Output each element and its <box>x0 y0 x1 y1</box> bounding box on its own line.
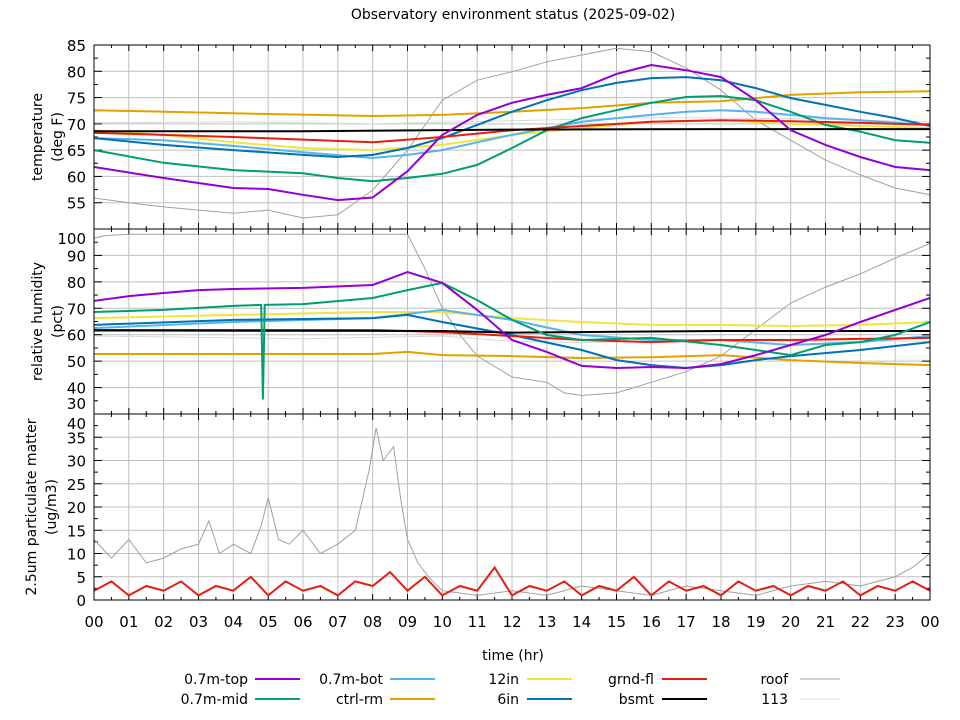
x-tick-label: 20 <box>781 613 800 631</box>
x-tick-label: 23 <box>886 613 905 631</box>
series-line-roof <box>94 233 930 397</box>
y-tick-label: 10 <box>67 546 86 564</box>
legend-label: 113 <box>761 692 788 708</box>
y-tick-label: 40 <box>67 380 86 398</box>
x-tick-label: 02 <box>154 613 173 631</box>
series-line-bsmt <box>94 329 930 334</box>
series-line-6in <box>94 313 930 370</box>
series-line-roof <box>94 427 930 596</box>
y-tick-label: 35 <box>67 429 86 447</box>
y-axis-label-line: (pct) <box>50 305 66 338</box>
legend-label: 0.7m-top <box>184 672 248 688</box>
x-tick-label: 08 <box>363 613 382 631</box>
series-line-0.7m-top <box>94 271 930 370</box>
x-tick-label: 21 <box>816 613 835 631</box>
y-tick-label: 70 <box>67 116 86 134</box>
x-tick-label: 15 <box>607 613 626 631</box>
series-line-6in <box>94 76 930 159</box>
x-tick-label: 05 <box>259 613 278 631</box>
x-tick-label: 18 <box>711 613 730 631</box>
y-tick-label: 80 <box>67 63 86 81</box>
chart-title: Observatory environment status (2025-09-… <box>351 7 675 23</box>
series-line-0.7m-mid <box>94 281 930 400</box>
x-tick-label: 19 <box>746 613 765 631</box>
x-tick-label: 14 <box>572 613 591 631</box>
x-tick-label: 22 <box>851 613 870 631</box>
legend: 0.7m-top 0.7m-mid 0.7m-bot ctrl-rm 12in 6in gr… <box>181 672 840 708</box>
panel-0: 55 60 65 70 75 80 85 temperature (deg F) <box>30 37 931 230</box>
x-tick-label: 13 <box>537 613 556 631</box>
y-axis-label: relative humidity (pct) <box>30 262 66 381</box>
legend-label: ctrl-rm <box>336 692 383 708</box>
y-tick-label: 50 <box>67 353 86 371</box>
series-line-113 <box>94 116 930 125</box>
series-line-ctrl-rm <box>94 350 930 367</box>
y-tick-label: 70 <box>67 300 86 318</box>
y-tick-label: 25 <box>67 476 86 494</box>
x-tick-label: 10 <box>433 613 452 631</box>
x-axis-label: time (hr) <box>482 648 544 664</box>
y-axis-label: temperature (deg F) <box>30 93 66 181</box>
series-line-0.7m-bot <box>94 109 930 160</box>
series-line-12in <box>94 311 930 328</box>
y-tick-label: 15 <box>67 522 86 540</box>
y-tick-label: 40 <box>67 415 86 433</box>
x-tick-label: 01 <box>119 613 138 631</box>
y-tick-label: 60 <box>67 168 86 186</box>
y-tick-label: 55 <box>67 195 86 213</box>
legend-label: 0.7m-mid <box>181 692 248 708</box>
plot-frame <box>93 413 931 601</box>
y-axis-label-line: 2.5um particulate matter <box>24 418 40 595</box>
legend-label: roof <box>760 672 789 688</box>
series-line-grnd-fl <box>94 119 930 144</box>
x-tick-label: 04 <box>224 613 243 631</box>
y-axis-label-line: temperature <box>30 93 46 181</box>
y-tick-label: 60 <box>67 327 86 345</box>
y-tick-label: 0 <box>76 592 86 610</box>
x-tick-label: 00 <box>84 613 103 631</box>
y-axis-label-line: (deg F) <box>50 112 66 162</box>
x-tick-label: 09 <box>398 613 417 631</box>
y-tick-label: 20 <box>67 499 86 517</box>
x-tick-labels: 00 01 02 03 04 05 06 07 08 09 10 11 12 13 14 15 16 17 18 19… <box>84 613 939 631</box>
y-axis-label: 2.5um particulate matter (ug/m3) <box>24 418 60 595</box>
y-tick-label: 65 <box>67 142 86 160</box>
x-tick-label: 03 <box>189 613 208 631</box>
x-tick-label: 06 <box>293 613 312 631</box>
x-tick-label: 11 <box>468 613 487 631</box>
y-tick-label: 90 <box>67 247 86 265</box>
legend-label: grnd-fl <box>608 672 654 688</box>
y-tick-label: 80 <box>67 274 86 292</box>
x-tick-label: 17 <box>677 613 696 631</box>
legend-label: 12in <box>488 672 519 688</box>
y-tick-label: 85 <box>67 37 86 55</box>
y-tick-label: 100 <box>57 230 86 248</box>
y-axis-label-line: relative humidity <box>30 262 46 381</box>
x-tick-label: 00 <box>920 613 939 631</box>
x-tick-label: 07 <box>328 613 347 631</box>
y-tick-label: 5 <box>76 569 86 587</box>
series-line-0.7m-mid <box>94 94 930 183</box>
series-line-ctrl-rm <box>94 90 930 118</box>
legend-label: 0.7m-bot <box>319 672 383 688</box>
y-tick-label: 30 <box>67 395 86 413</box>
y-tick-label: 30 <box>67 453 86 471</box>
y-axis-label-line: (ug/m3) <box>44 479 60 535</box>
series-line-0.7m-top <box>94 63 930 202</box>
legend-label: 6in <box>497 692 519 708</box>
x-tick-label: 12 <box>502 613 521 631</box>
series-line-grnd-fl <box>94 565 930 597</box>
x-tick-label: 16 <box>642 613 661 631</box>
y-tick-label: 75 <box>67 90 86 108</box>
legend-label: bsmt <box>619 692 655 708</box>
series-line-roof <box>94 47 930 219</box>
